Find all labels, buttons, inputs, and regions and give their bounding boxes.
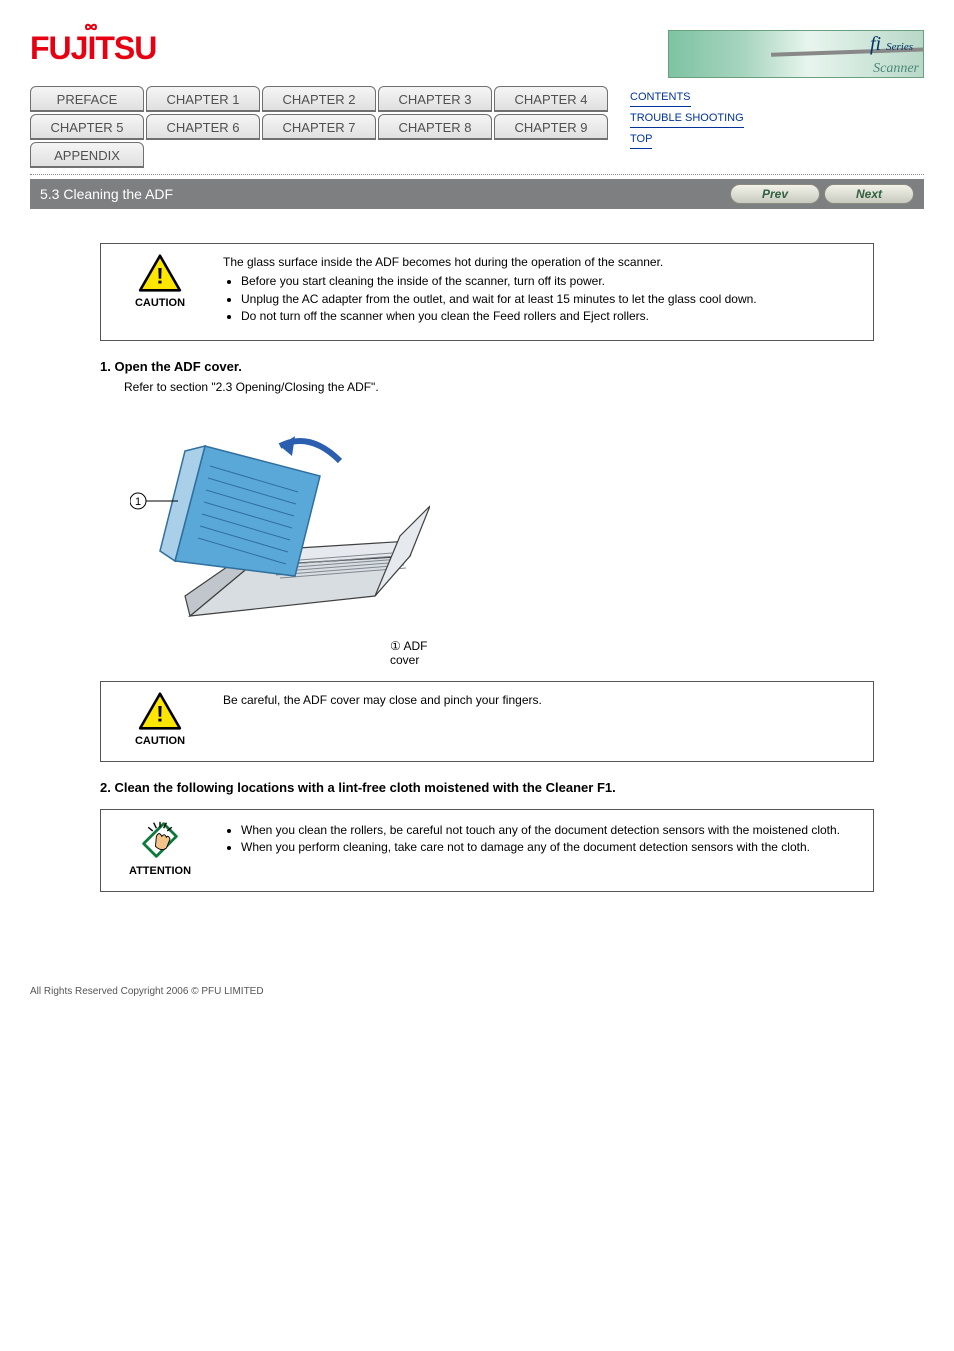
- tab-chapter9[interactable]: CHAPTER 9: [494, 114, 608, 140]
- top-header: FUJITSU fi Series Scanner: [30, 30, 924, 78]
- page-title: 5.3 Cleaning the ADF: [40, 186, 173, 202]
- attention-box: ATTENTION When you clean the rollers, be…: [100, 809, 874, 892]
- figure-marker: 1: [135, 496, 141, 508]
- fujitsu-logo: FUJITSU: [30, 30, 156, 67]
- title-bar: 5.3 Cleaning the ADF Prev Next: [30, 179, 924, 209]
- step2-head: 2. Clean the following locations with a …: [100, 780, 874, 795]
- attention-label: ATTENTION: [115, 865, 205, 877]
- attention-item: When you perform cleaning, take care not…: [241, 839, 859, 856]
- caution1-item: Before you start cleaning the inside of …: [241, 273, 859, 290]
- footer-copyright: All Rights Reserved Copyright 2006 © PFU…: [0, 946, 954, 997]
- tab-appendix[interactable]: APPENDIX: [30, 142, 144, 168]
- attention-item: When you clean the rollers, be careful n…: [241, 822, 859, 839]
- step1-head: 1. Open the ADF cover.: [100, 359, 874, 374]
- caution-body-2: Be careful, the ADF cover may close and …: [223, 692, 859, 709]
- caution1-item: Do not turn off the scanner when you cle…: [241, 308, 859, 325]
- tabs-area: PREFACE CHAPTER 1 CHAPTER 2 CHAPTER 3 CH…: [30, 86, 924, 170]
- prev-button[interactable]: Prev: [730, 184, 820, 204]
- link-top[interactable]: TOP: [630, 130, 652, 149]
- hand-attention-icon: [140, 820, 180, 860]
- caution-intro: The glass surface inside the ADF becomes…: [223, 254, 859, 271]
- next-button[interactable]: Next: [824, 184, 914, 204]
- figure-caption: ① ADF cover: [390, 639, 430, 667]
- caution-box-1: ! CAUTION The glass surface inside the A…: [100, 243, 874, 341]
- tab-chapter4[interactable]: CHAPTER 4: [494, 86, 608, 112]
- link-contents[interactable]: CONTENTS: [630, 88, 691, 107]
- step1-sub: Refer to section "2.3 Opening/Closing th…: [124, 380, 874, 394]
- svg-text:!: !: [156, 701, 163, 726]
- side-links: CONTENTS TROUBLE SHOOTING TOP: [630, 86, 744, 151]
- tab-chapter5[interactable]: CHAPTER 5: [30, 114, 144, 140]
- tab-chapter1[interactable]: CHAPTER 1: [146, 86, 260, 112]
- tab-chapter7[interactable]: CHAPTER 7: [262, 114, 376, 140]
- attention-body: When you clean the rollers, be careful n…: [223, 820, 859, 857]
- tab-chapter2[interactable]: CHAPTER 2: [262, 86, 376, 112]
- scanner-illustration: 1: [130, 406, 430, 646]
- caution-sign-1: ! CAUTION: [115, 254, 205, 309]
- tab-chapter6[interactable]: CHAPTER 6: [146, 114, 260, 140]
- caution-label-2: CAUTION: [115, 735, 205, 747]
- tab-chapter8[interactable]: CHAPTER 8: [378, 114, 492, 140]
- chapter-tabs: PREFACE CHAPTER 1 CHAPTER 2 CHAPTER 3 CH…: [30, 86, 610, 170]
- caution1-item: Unplug the AC adapter from the outlet, a…: [241, 291, 859, 308]
- fiseries-banner: fi Series Scanner: [668, 30, 924, 78]
- step-2: 2. Clean the following locations with a …: [100, 780, 874, 795]
- nav-buttons: Prev Next: [730, 184, 914, 204]
- tab-preface[interactable]: PREFACE: [30, 86, 144, 112]
- warning-triangle-icon: !: [138, 254, 182, 292]
- warning-triangle-icon: !: [138, 692, 182, 730]
- figure-caption-marker: ①: [390, 639, 401, 653]
- caution-body-1: The glass surface inside the ADF becomes…: [223, 254, 859, 326]
- attention-sign: ATTENTION: [115, 820, 205, 877]
- svg-text:!: !: [156, 263, 163, 288]
- figure-scanner: 1 ① ADF cover: [130, 406, 430, 667]
- tab-chapter3[interactable]: CHAPTER 3: [378, 86, 492, 112]
- dotted-rule: [30, 174, 924, 175]
- caution-box-2: ! CAUTION Be careful, the ADF cover may …: [100, 681, 874, 762]
- step-1: 1. Open the ADF cover. Refer to section …: [100, 359, 874, 394]
- caution-label-1: CAUTION: [115, 297, 205, 309]
- content: ! CAUTION The glass surface inside the A…: [30, 209, 924, 892]
- link-troubleshooting[interactable]: TROUBLE SHOOTING: [630, 109, 744, 128]
- caution-sign-2: ! CAUTION: [115, 692, 205, 747]
- logo-infinity-icon: [82, 20, 100, 38]
